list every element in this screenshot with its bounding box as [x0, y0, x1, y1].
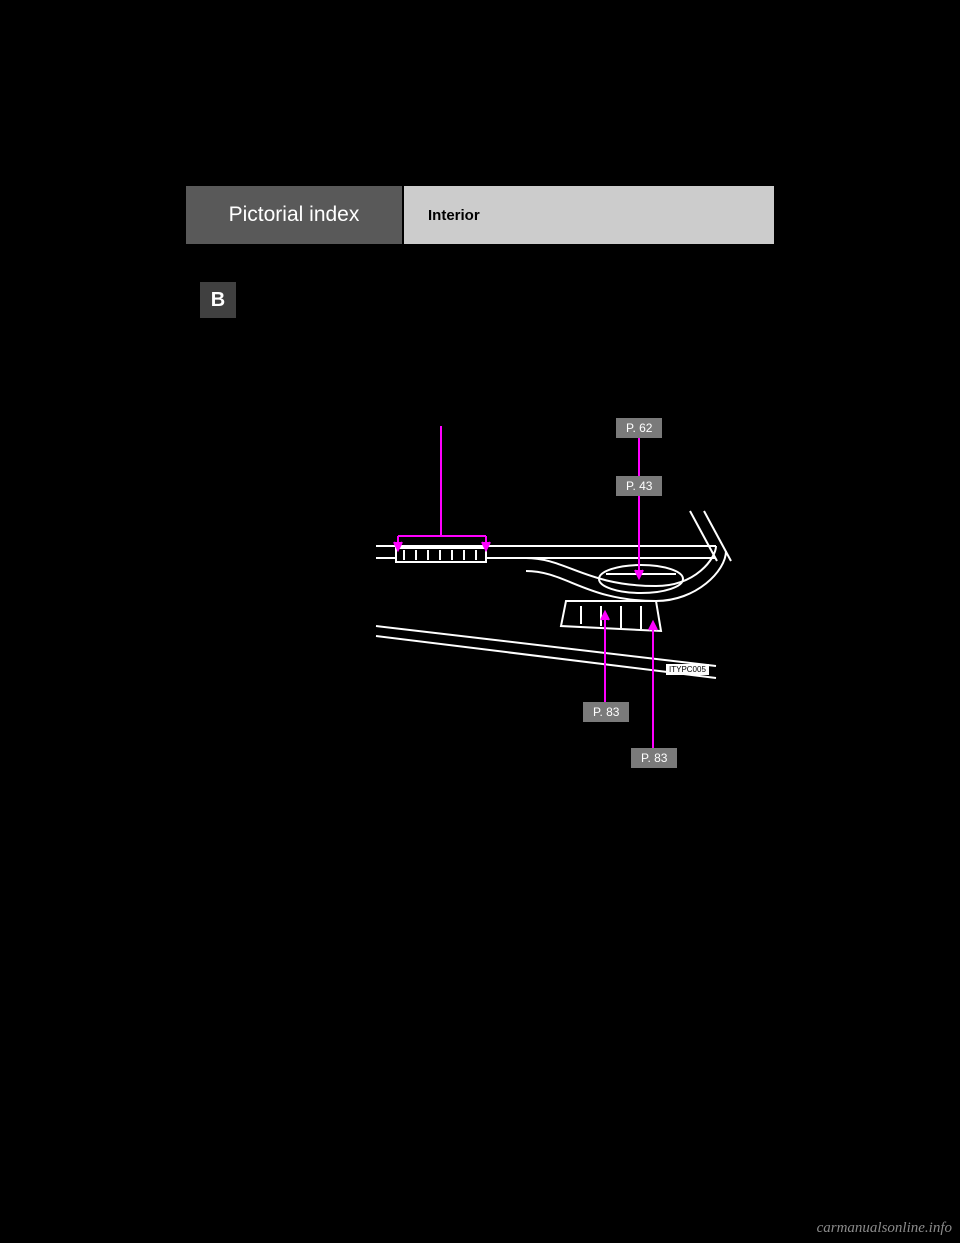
callout-lines	[186, 326, 774, 826]
pageref-62: P. 62	[616, 418, 662, 438]
section-badge: B	[200, 282, 236, 318]
diagram-area: P. 62 P. 43 P. 83 P. 83 ITYPC005	[186, 326, 774, 826]
pageref-43: P. 43	[616, 476, 662, 496]
header-right-title: Interior	[404, 186, 774, 244]
diagram-code-label: ITYPC005	[666, 664, 709, 675]
pageref-83a: P. 83	[583, 702, 629, 722]
page-header: Pictorial index Interior	[186, 186, 774, 244]
manual-page: Pictorial index Interior B	[186, 186, 774, 1056]
header-left-title: Pictorial index	[186, 186, 404, 244]
pageref-83b: P. 83	[631, 748, 677, 768]
watermark: carmanualsonline.info	[817, 1220, 952, 1237]
